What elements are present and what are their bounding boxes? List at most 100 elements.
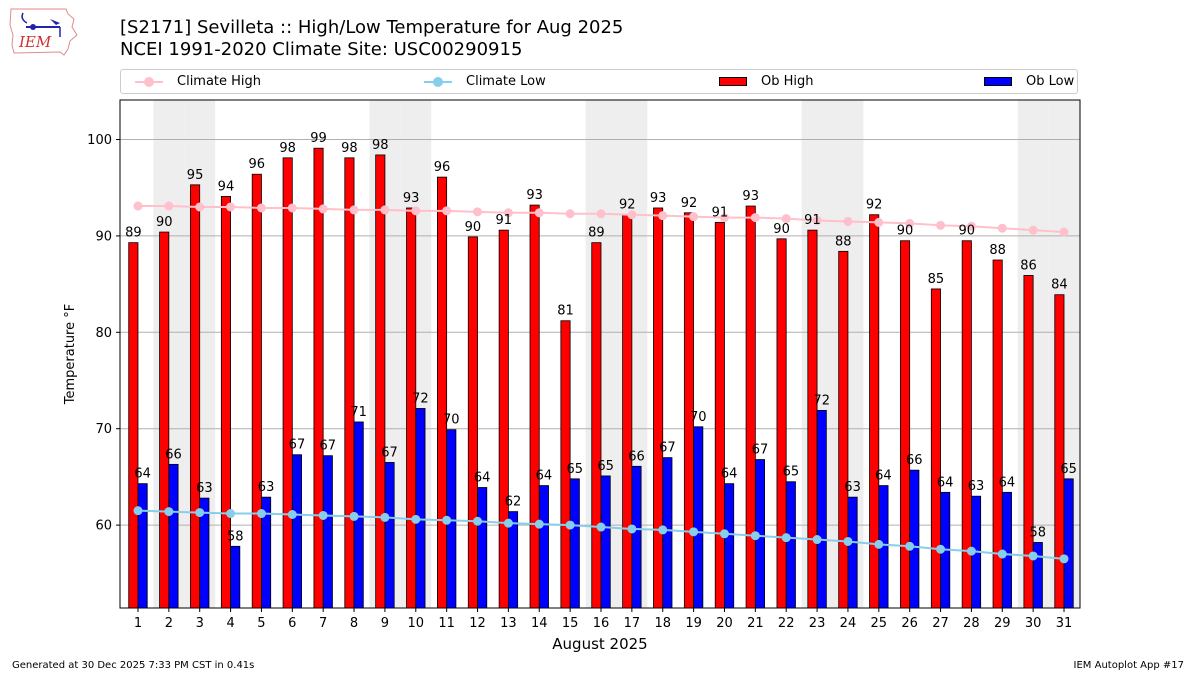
ob-high-label: 90 [773, 222, 790, 237]
ob-low-label: 64 [999, 475, 1016, 490]
climate-low-point [905, 541, 915, 551]
y-tick-label: 100 [87, 133, 112, 148]
climate-low-point [781, 533, 791, 543]
climate-high-point [473, 207, 483, 217]
x-tick-label: 18 [654, 616, 671, 631]
ob-high-label: 92 [619, 198, 636, 213]
iem-logo: IEM [9, 8, 78, 56]
climate-high-point [133, 201, 143, 211]
climate-high-point [596, 209, 606, 219]
climate-high-point [411, 206, 421, 216]
legend-ob-high: Ob High [719, 70, 814, 93]
climate-high-point [256, 203, 266, 213]
ob-high-bar [807, 229, 818, 609]
climate-low-point [658, 525, 668, 535]
ob-high-bar [344, 157, 355, 609]
climate-low-point [287, 509, 297, 519]
ob-high-bar [128, 242, 139, 609]
x-tick-label: 5 [257, 616, 265, 631]
ob-low-label: 65 [597, 459, 614, 474]
ob-high-label: 90 [465, 220, 482, 235]
logo-text: IEM [18, 33, 52, 51]
x-tick-label: 1 [134, 616, 142, 631]
bars [128, 147, 1074, 609]
climate-low-point [133, 506, 143, 516]
climate-high-point [843, 216, 853, 226]
x-tick-label: 6 [288, 616, 296, 631]
x-tick-label: 29 [994, 616, 1011, 631]
y-axis-label: Temperature °F [63, 304, 78, 405]
ob-high-bar [436, 176, 448, 609]
ob-low-label: 71 [350, 405, 367, 420]
x-tick-label: 25 [871, 616, 888, 631]
climate-high-point [226, 202, 236, 212]
ob-low-bar [137, 483, 148, 609]
ob-high-bar [251, 173, 262, 609]
x-tick-label: 26 [901, 616, 918, 631]
ob-low-label: 64 [134, 467, 151, 482]
ob-high-bar [591, 242, 602, 609]
ob-high-label: 96 [434, 160, 451, 175]
ob-low-label: 67 [289, 438, 306, 453]
ob-low-label: 70 [690, 410, 707, 425]
ob-high-bar [313, 147, 324, 609]
ob-low-label: 62 [505, 495, 522, 510]
x-axis: 1 2 3 4 5 6 7 8 9 10 11 12 13 14 15 16 17 18 19 20 21 22 23 24 2… [134, 608, 1072, 631]
ob-high-bar [467, 236, 478, 609]
x-axis-label: August 2025 [552, 635, 647, 653]
title-line-2: NCEI 1991-2020 Climate Site: USC00290915 [120, 39, 523, 60]
ob-low-bar [291, 454, 302, 609]
climate-low-point [1059, 554, 1069, 564]
climate-high-point [442, 206, 452, 216]
title-line-1: [S2171] Sevilleta :: High/Low Temperatur… [120, 17, 624, 38]
ob-high-label: 95 [187, 168, 204, 183]
legend: Climate High Climate Low Ob High Ob Low [120, 69, 1078, 94]
ob-high-bar [375, 154, 386, 609]
ob-high-label: 99 [310, 131, 327, 146]
ob-high-label: 81 [557, 304, 574, 319]
ob-low-bar [816, 409, 827, 609]
climate-high-point [287, 203, 297, 213]
ob-low-bar [631, 465, 642, 609]
climate-low-point [874, 539, 884, 549]
ob-low-label: 67 [320, 439, 337, 454]
ob-high-label: 89 [588, 226, 605, 241]
climate-low-point [936, 544, 946, 554]
ob-high-label: 89 [125, 226, 142, 241]
chart-title: [S2171] Sevilleta :: High/Low Temperatur… [120, 17, 623, 61]
ob-high-label: 96 [249, 157, 266, 172]
ob-low-label: 65 [1060, 462, 1077, 477]
x-tick-label: 3 [196, 616, 204, 631]
ob-high-label: 91 [804, 213, 821, 228]
climate-high-point [874, 217, 884, 227]
ob-high-label: 86 [1020, 258, 1037, 273]
ob-high-label: 93 [403, 191, 420, 206]
ob-high-bar [282, 157, 293, 609]
ob-low-label: 72 [412, 391, 429, 406]
climate-low-point [442, 515, 452, 525]
ob-low-bar [415, 408, 426, 609]
climate-high-point [997, 223, 1007, 233]
legend-ob-low-swatch [984, 77, 1012, 86]
ob-low-label: 63 [844, 480, 861, 495]
climate-high-point [627, 210, 637, 220]
ob-low-label: 64 [937, 475, 954, 490]
ob-high-bar [498, 229, 509, 609]
ob-high-label: 92 [866, 198, 883, 213]
x-tick-label: 13 [500, 616, 517, 631]
climate-low-point [226, 509, 236, 519]
x-tick-label: 30 [1025, 616, 1042, 631]
climate-high-point [1059, 227, 1069, 237]
climate-low-point [812, 535, 822, 545]
x-tick-label: 14 [531, 616, 548, 631]
ob-low-bar [384, 462, 395, 609]
ob-high-bar [159, 231, 170, 609]
legend-climate-low-swatch [424, 76, 452, 87]
climate-high-point [503, 208, 513, 218]
ob-low-bar [693, 426, 704, 609]
ob-high-bar [220, 195, 231, 609]
ob-high-bar [838, 250, 849, 609]
ob-low-bar [1063, 478, 1074, 609]
ob-high-label: 85 [928, 272, 945, 287]
